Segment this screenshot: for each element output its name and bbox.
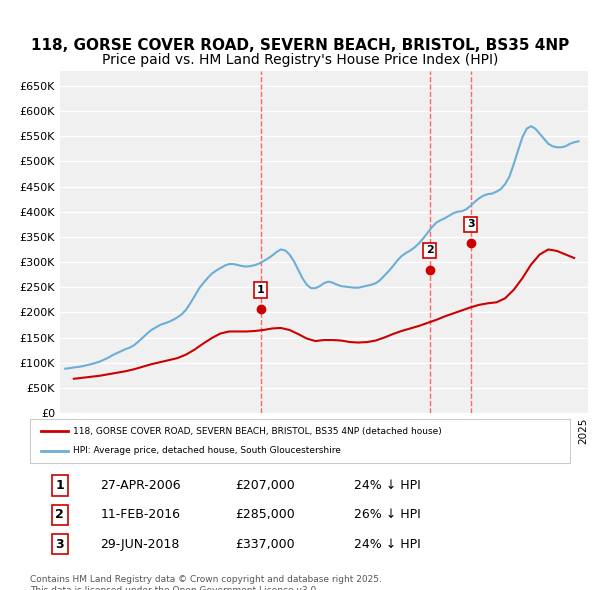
Text: 11-FEB-2016: 11-FEB-2016: [100, 508, 180, 522]
Text: £337,000: £337,000: [235, 537, 295, 550]
Text: 24% ↓ HPI: 24% ↓ HPI: [354, 537, 421, 550]
Text: £285,000: £285,000: [235, 508, 295, 522]
Text: 1: 1: [55, 479, 64, 492]
Text: 24% ↓ HPI: 24% ↓ HPI: [354, 479, 421, 492]
Text: 29-JUN-2018: 29-JUN-2018: [100, 537, 179, 550]
Text: HPI: Average price, detached house, South Gloucestershire: HPI: Average price, detached house, Sout…: [73, 446, 341, 455]
Text: 118, GORSE COVER ROAD, SEVERN BEACH, BRISTOL, BS35 4NP: 118, GORSE COVER ROAD, SEVERN BEACH, BRI…: [31, 38, 569, 53]
Text: £207,000: £207,000: [235, 479, 295, 492]
Text: Contains HM Land Registry data © Crown copyright and database right 2025.
This d: Contains HM Land Registry data © Crown c…: [30, 575, 382, 590]
Text: 2: 2: [426, 245, 433, 255]
Text: 118, GORSE COVER ROAD, SEVERN BEACH, BRISTOL, BS35 4NP (detached house): 118, GORSE COVER ROAD, SEVERN BEACH, BRI…: [73, 427, 442, 436]
Text: 26% ↓ HPI: 26% ↓ HPI: [354, 508, 421, 522]
Text: Price paid vs. HM Land Registry's House Price Index (HPI): Price paid vs. HM Land Registry's House …: [102, 53, 498, 67]
Text: 3: 3: [467, 219, 475, 230]
Text: 27-APR-2006: 27-APR-2006: [100, 479, 181, 492]
Text: 1: 1: [257, 285, 265, 295]
Text: 2: 2: [55, 508, 64, 522]
Text: 3: 3: [55, 537, 64, 550]
